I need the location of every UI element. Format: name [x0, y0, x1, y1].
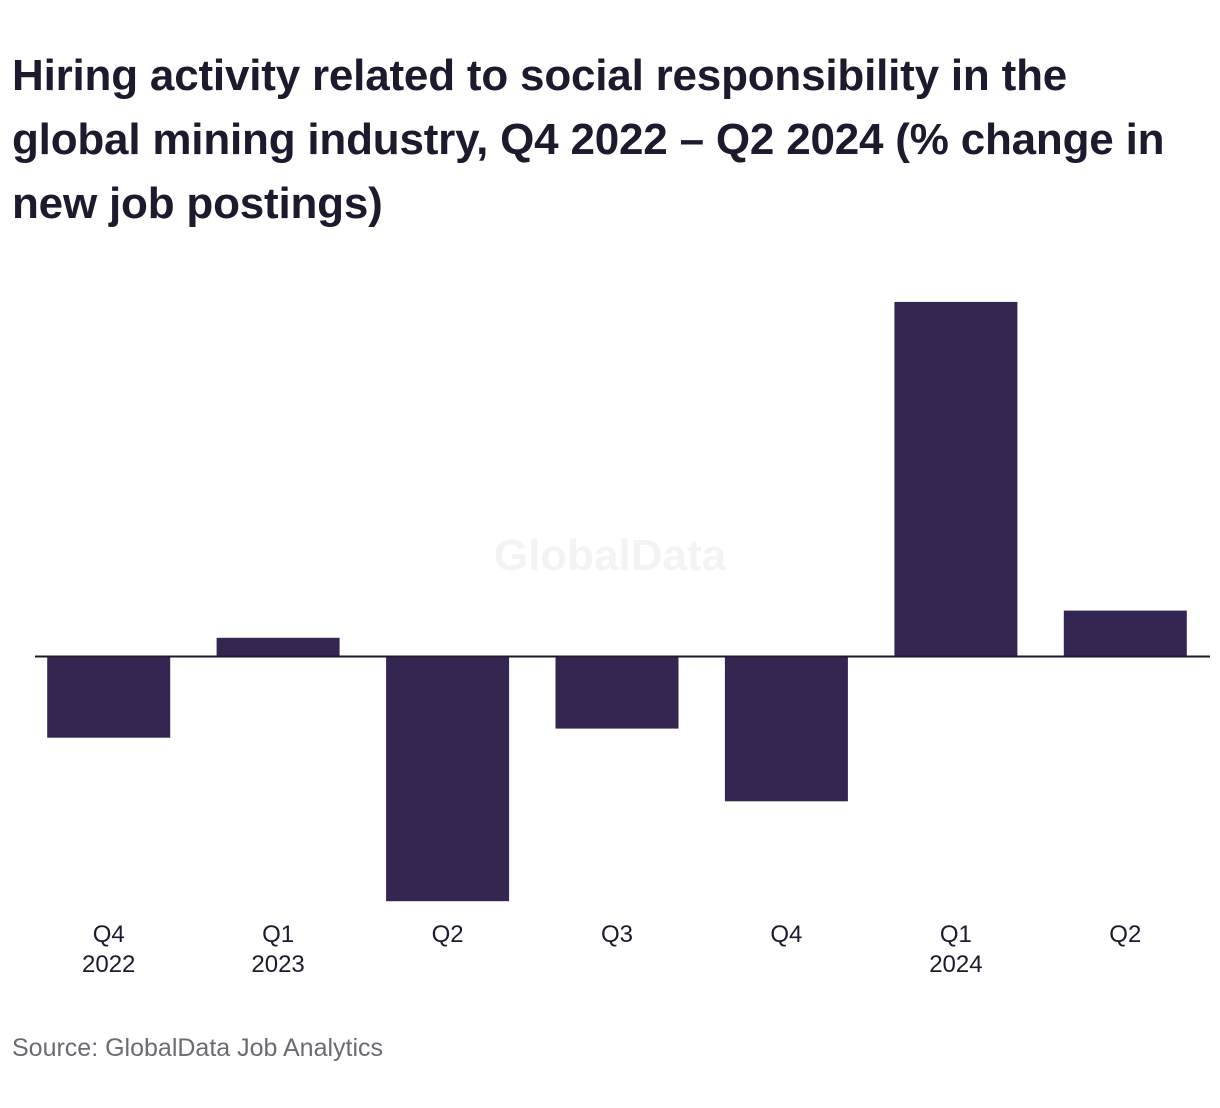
x-tick-quarter-2: Q2: [432, 921, 464, 948]
x-tick-year-0: 2022: [82, 951, 135, 978]
x-tick-quarter-4: Q4: [770, 921, 802, 948]
bar-1: [216, 637, 340, 656]
x-tick-quarter-1: Q1: [262, 921, 294, 948]
bar-6: [1063, 610, 1187, 656]
x-tick-year-5: 2024: [929, 951, 982, 978]
x-axis-labels: Q4 2022 Q1 2023 Q2 Q3 Q4 Q1 2024 Q2: [82, 921, 1141, 978]
bars-group: [47, 301, 1187, 902]
watermark-text: GlobalData: [494, 531, 727, 580]
bar-0: [47, 656, 171, 738]
x-tick-quarter-5: Q1: [940, 921, 972, 948]
x-tick-quarter-3: Q3: [601, 921, 633, 948]
x-tick-quarter-0: Q4: [93, 921, 125, 948]
chart-title: Hiring activity related to social respon…: [12, 51, 1165, 228]
source-note: Source: GlobalData Job Analytics: [12, 1034, 384, 1062]
bar-2: [386, 656, 510, 902]
bar-5: [894, 301, 1018, 656]
bar-4: [724, 656, 848, 802]
x-tick-quarter-6: Q2: [1109, 921, 1141, 948]
x-tick-year-1: 2023: [251, 951, 304, 978]
bar-3: [555, 656, 679, 729]
